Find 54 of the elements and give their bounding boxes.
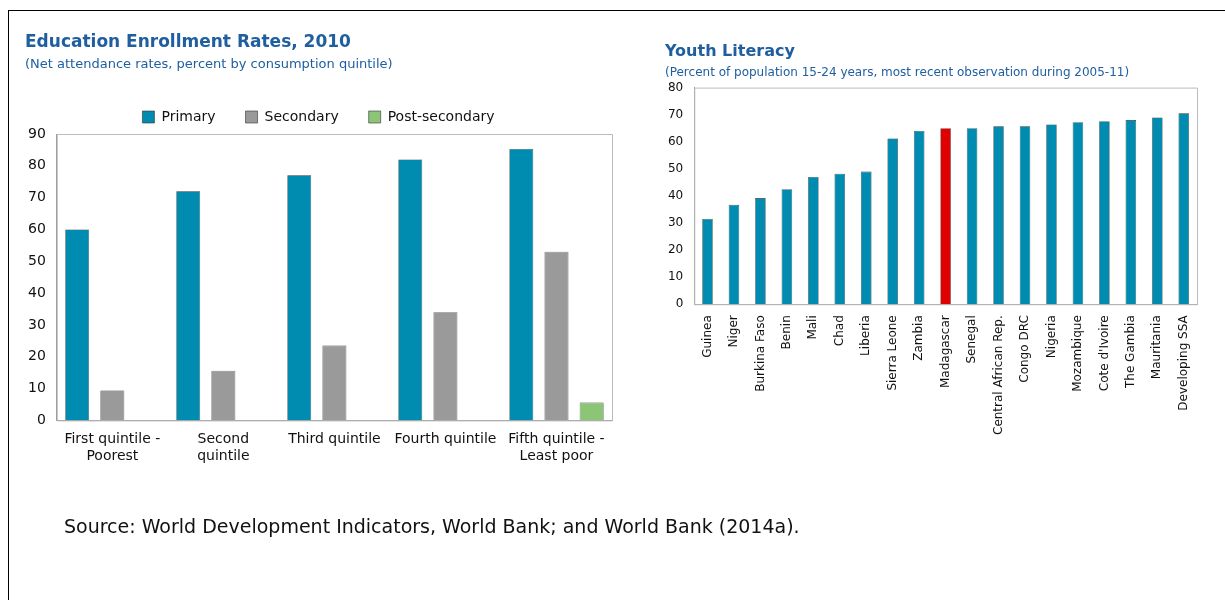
x-tick-label: Benin xyxy=(779,315,793,350)
y-tick-label: 30 xyxy=(27,315,46,332)
x-tick-label: Sierra Leone xyxy=(884,315,899,391)
chart-subtitle: (Percent of population 15-24 years, most recent observation during 2005-11) xyxy=(665,64,1130,79)
y-tick-label: 30 xyxy=(667,215,684,230)
x-tick-label: Liberia xyxy=(858,315,873,356)
x-tick-label: Zambia xyxy=(911,315,926,361)
x-tick-label: Congo DRC xyxy=(1017,315,1032,383)
y-tick-label: 90 xyxy=(27,124,46,141)
legend-label: Post-secondary xyxy=(387,107,495,124)
x-tick-label: The Gambia xyxy=(1122,315,1137,390)
y-tick-label: 80 xyxy=(667,79,684,94)
y-tick-label: 40 xyxy=(667,188,684,203)
y-tick-label: 10 xyxy=(667,269,684,284)
x-tick-label: Chad xyxy=(831,315,846,347)
source-note: Source: World Development Indicators, World Bank; and World Bank (2014a). xyxy=(64,515,800,537)
x-tick-label: Mauritania xyxy=(1149,315,1164,380)
category-label: Poorest xyxy=(86,447,139,464)
y-tick-label: 40 xyxy=(27,283,46,300)
x-tick-label: Mali xyxy=(805,315,820,340)
x-tick-label: Cote d'Ivoire xyxy=(1096,315,1111,392)
y-tick-label: 20 xyxy=(27,347,46,364)
chart-title: Youth Literacy xyxy=(664,40,796,60)
category-label: quintile xyxy=(197,447,250,464)
y-tick-label: 70 xyxy=(27,188,46,205)
category-label: First quintile - xyxy=(64,430,161,447)
x-tick-label: Central African Rep. xyxy=(990,315,1005,435)
y-tick-label: 60 xyxy=(667,133,684,148)
chart-title: Education Enrollment Rates, 2010 xyxy=(25,30,352,51)
x-tick-label: Niger xyxy=(726,315,741,348)
y-tick-label: 60 xyxy=(27,220,46,237)
y-tick-label: 0 xyxy=(675,296,684,311)
chart-subtitle: (Net attendance rates, percent by consumption quintile) xyxy=(25,55,393,71)
legend-label: Primary xyxy=(161,107,216,124)
x-tick-label: Developing SSA xyxy=(1175,314,1190,411)
y-tick-label: 10 xyxy=(27,379,46,396)
x-tick-label: Nigeria xyxy=(1043,315,1058,359)
y-tick-label: 50 xyxy=(27,251,46,268)
y-tick-label: 0 xyxy=(36,411,46,428)
x-tick-label: Third quintile xyxy=(287,430,381,447)
y-tick-label: 50 xyxy=(667,160,684,175)
category-label: Least poor xyxy=(519,447,594,464)
y-tick-label: 80 xyxy=(27,156,46,173)
x-tick-label: Mozambique xyxy=(1070,315,1085,392)
x-tick-label: Madagascar xyxy=(937,315,952,389)
y-tick-label: 20 xyxy=(667,242,684,257)
x-tick-label: Fourth quintile xyxy=(394,430,497,447)
x-tick-label: Guinea xyxy=(699,315,714,358)
category-label: Fifth quintile - xyxy=(508,430,605,447)
x-tick-label: Burkina Faso xyxy=(752,315,767,392)
y-tick-label: 70 xyxy=(667,106,684,121)
x-tick-label: Senegal xyxy=(964,315,979,364)
legend-label: Secondary xyxy=(264,107,339,124)
category-label: Second xyxy=(197,430,250,447)
